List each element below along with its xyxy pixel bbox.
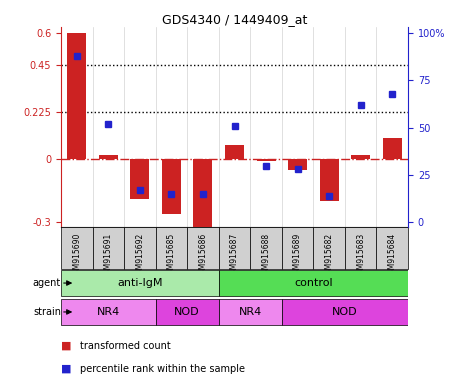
Text: agent: agent (33, 278, 61, 288)
Text: GSM915688: GSM915688 (262, 233, 271, 279)
Bar (250, 227, 282, 268)
Text: GSM915692: GSM915692 (136, 233, 144, 279)
Text: GSM915684: GSM915684 (388, 233, 397, 279)
Bar (219, 227, 250, 268)
Bar (320, 159, 339, 201)
Text: percentile rank within the sample: percentile rank within the sample (80, 364, 245, 374)
Title: GDS4340 / 1449409_at: GDS4340 / 1449409_at (162, 13, 307, 26)
Bar (124, 227, 156, 268)
Bar (61, 299, 156, 325)
Bar (282, 299, 408, 325)
Bar (313, 227, 345, 268)
Text: GSM915686: GSM915686 (198, 233, 207, 279)
Bar (377, 227, 408, 268)
Bar (156, 227, 187, 268)
Text: ■: ■ (61, 364, 71, 374)
Text: GSM915690: GSM915690 (72, 233, 81, 279)
Bar (351, 155, 370, 159)
Bar (282, 227, 313, 268)
Text: ■: ■ (61, 341, 71, 351)
Bar (130, 159, 149, 199)
Text: anti-IgM: anti-IgM (117, 278, 163, 288)
Text: NOD: NOD (332, 307, 358, 317)
Text: NR4: NR4 (239, 307, 262, 317)
Text: GSM915689: GSM915689 (293, 233, 302, 279)
Bar (288, 159, 307, 170)
Bar (67, 33, 86, 159)
Text: GSM915691: GSM915691 (104, 233, 113, 279)
Text: GSM915687: GSM915687 (230, 233, 239, 279)
Bar (194, 159, 212, 227)
Bar (345, 227, 377, 268)
Text: NR4: NR4 (97, 307, 120, 317)
Text: NOD: NOD (174, 307, 200, 317)
Bar (92, 227, 124, 268)
Bar (187, 227, 219, 268)
Text: transformed count: transformed count (80, 341, 170, 351)
Bar (61, 227, 92, 268)
Text: control: control (294, 278, 333, 288)
Bar (225, 145, 244, 159)
Bar (219, 299, 282, 325)
Bar (219, 270, 408, 296)
Bar (383, 138, 402, 159)
Text: GSM915683: GSM915683 (356, 233, 365, 279)
Bar (162, 159, 181, 214)
Bar (61, 270, 219, 296)
Text: strain: strain (33, 307, 61, 317)
Bar (156, 299, 219, 325)
Bar (257, 159, 275, 161)
Bar (99, 155, 118, 159)
Text: GSM915685: GSM915685 (167, 233, 176, 279)
Text: GSM915682: GSM915682 (325, 233, 333, 279)
